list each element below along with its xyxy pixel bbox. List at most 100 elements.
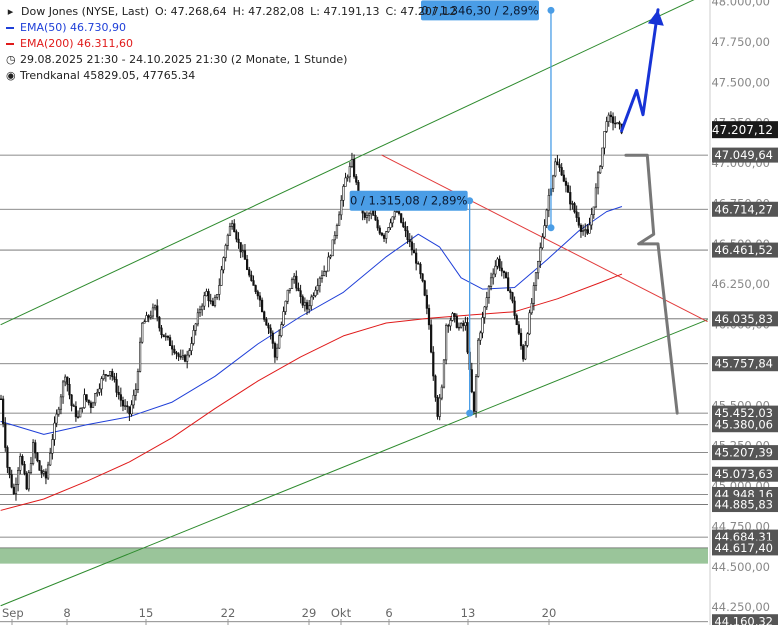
candle-body [271, 332, 274, 344]
candle-body [21, 456, 24, 465]
level-label: 45.207,39 [714, 446, 773, 460]
candle-body [203, 295, 206, 307]
candle-body [410, 241, 413, 251]
candle-body [10, 474, 13, 488]
candle-body [611, 116, 615, 124]
candle-body [177, 353, 180, 357]
candle-body [474, 376, 478, 412]
x-tick-label: 29 [302, 606, 317, 620]
candle-body [387, 227, 390, 232]
candle-body [4, 423, 7, 448]
legend-period-row: ◷ 29.08.2025 21:30 - 24.10.2025 21:30 (2… [6, 52, 462, 68]
candle-body [325, 270, 328, 273]
candle-body [201, 305, 204, 311]
candle-body [541, 236, 544, 249]
candle-body [275, 347, 279, 358]
candle-body [504, 272, 508, 279]
candle-body [44, 471, 48, 479]
candle-body [280, 324, 283, 336]
candle-body [205, 291, 208, 297]
candle-body [560, 167, 563, 176]
candle-body [164, 335, 167, 338]
candle-body [256, 291, 259, 297]
candle-body [453, 313, 456, 317]
trend-channel-lower [0, 319, 708, 607]
candle-body [115, 379, 118, 393]
candle-body [573, 203, 576, 213]
candle-body [430, 324, 433, 353]
candle-body [596, 172, 600, 189]
candle-body [483, 306, 486, 318]
candle-body [231, 223, 234, 227]
candle-body [235, 231, 238, 240]
candle-body [216, 294, 219, 298]
candle-body [348, 166, 351, 178]
x-tick-label: 13 [461, 606, 476, 620]
candle-body [584, 229, 587, 231]
candle-body [308, 305, 311, 310]
candle-body [126, 405, 129, 408]
candle-body [100, 378, 103, 390]
level-label-box [712, 405, 778, 421]
candle-body [312, 295, 315, 298]
candle-body [449, 320, 452, 327]
candle-body [173, 348, 176, 353]
candle-body [489, 277, 493, 287]
candle-body [616, 122, 619, 125]
candle-body [76, 416, 80, 418]
x-tick-label: Okt [331, 606, 352, 620]
candle-body [98, 388, 101, 393]
level-label-box [712, 540, 778, 556]
candle-body [374, 215, 377, 221]
candle-body [406, 230, 409, 240]
candle-body [400, 213, 403, 223]
legend-ema50-row[interactable]: EMA(50) 46.730,90 [6, 20, 462, 36]
legend-channel-row[interactable]: ◉ Trendkanal 45829.05, 47765.34 [6, 68, 462, 84]
last-price-label: 47.207,12 [712, 123, 773, 137]
candle-body [609, 114, 612, 118]
candle-body [151, 307, 155, 317]
support-zone [0, 547, 708, 564]
candle-body [136, 370, 140, 390]
candle-body [415, 252, 418, 264]
candle-body [14, 484, 18, 494]
candle-body [581, 230, 585, 232]
collapse-arrow-icon[interactable]: ▸ [7, 5, 14, 18]
candle-body [438, 397, 441, 417]
candle-body [305, 302, 309, 310]
candle-body [34, 442, 37, 454]
candle-body [556, 161, 559, 165]
level-label: 47.049,64 [714, 148, 773, 162]
candle-body [511, 292, 514, 302]
candle-body [344, 177, 347, 187]
candle-body [314, 289, 317, 296]
candle-body [91, 402, 95, 408]
candle-body [192, 330, 195, 344]
candle-body [147, 315, 150, 318]
candle-body [83, 394, 86, 408]
candle-body [6, 447, 9, 468]
legend-ema200-row[interactable]: EMA(200) 46.311,60 [6, 36, 462, 52]
candle-body [38, 460, 41, 471]
candle-body [590, 214, 593, 226]
candle-body [423, 280, 426, 296]
candle-body [12, 486, 15, 494]
measure-end-point [547, 6, 555, 14]
candle-body [618, 122, 621, 125]
level-label: 44.160,32 [714, 615, 773, 625]
y-tick-label: 46.250,00 [711, 277, 770, 291]
candle-body [59, 396, 63, 410]
x-tick-label: 22 [221, 606, 236, 620]
candle-body [464, 322, 467, 326]
candle-body [273, 343, 277, 358]
candle-body [378, 227, 381, 234]
candle-body [218, 285, 221, 295]
level-label: 46.714,27 [714, 202, 773, 216]
y-tick-label: 47.500,00 [711, 75, 770, 89]
candle-body [263, 311, 266, 320]
forecast-up-arrow [620, 8, 660, 133]
candle-body [477, 339, 480, 377]
y-tick-label: 44.500,00 [711, 560, 770, 574]
candle-body [445, 325, 448, 361]
